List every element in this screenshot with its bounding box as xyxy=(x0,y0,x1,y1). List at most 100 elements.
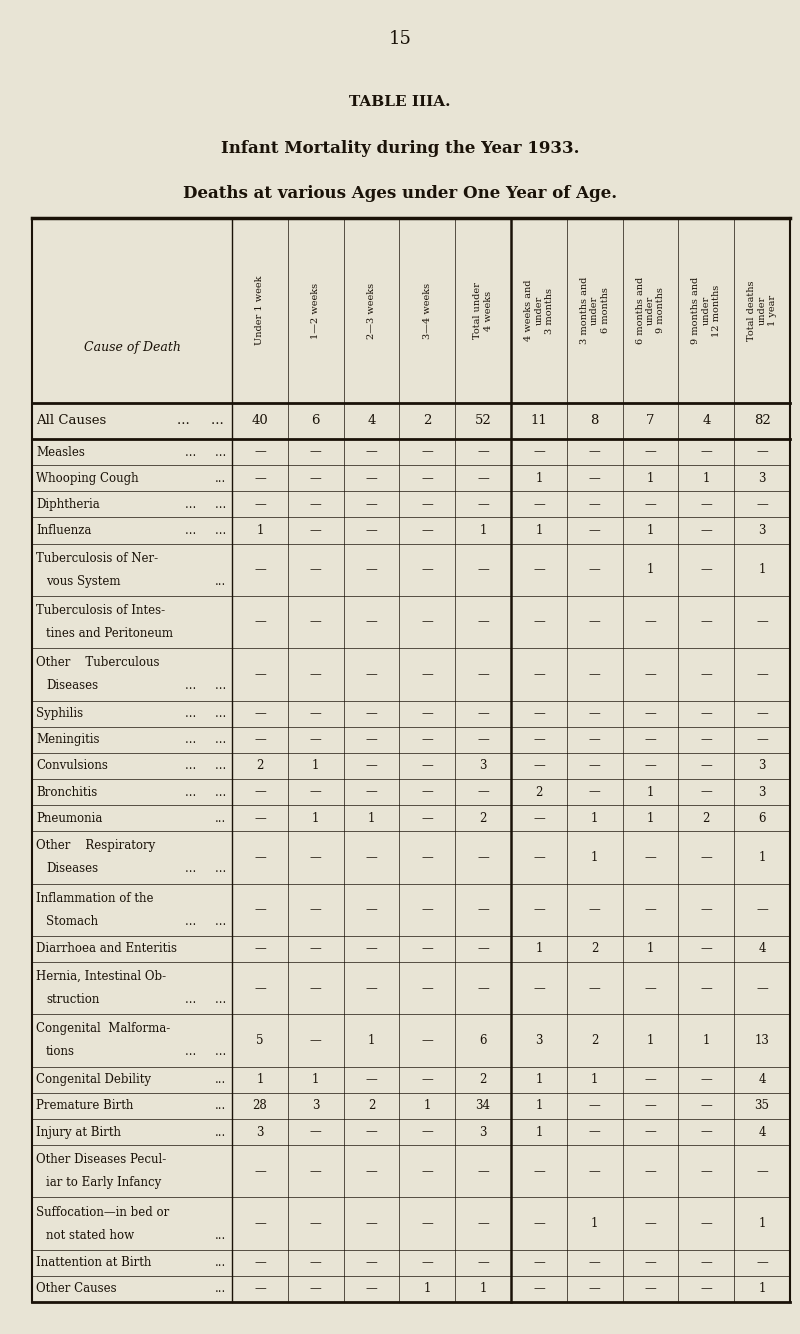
Text: —: — xyxy=(701,707,712,720)
Text: ...     ...: ... ... xyxy=(185,994,226,1006)
Text: 1: 1 xyxy=(647,563,654,576)
Text: Bronchitis: Bronchitis xyxy=(36,786,98,799)
Text: —: — xyxy=(254,903,266,916)
Text: —: — xyxy=(533,446,545,459)
Text: —: — xyxy=(254,851,266,864)
Text: 1: 1 xyxy=(647,524,654,538)
Text: ...     ...: ... ... xyxy=(185,759,226,772)
Text: —: — xyxy=(533,811,545,824)
Text: 4: 4 xyxy=(367,415,376,427)
Text: —: — xyxy=(254,942,266,955)
Text: —: — xyxy=(310,707,322,720)
Text: —: — xyxy=(645,903,656,916)
Text: 4: 4 xyxy=(758,942,766,955)
Text: 2: 2 xyxy=(423,415,431,427)
Text: 1: 1 xyxy=(535,1126,542,1138)
Text: ...     ...: ... ... xyxy=(185,679,226,692)
Text: —: — xyxy=(310,942,322,955)
Text: 1: 1 xyxy=(758,1217,766,1230)
Text: 2: 2 xyxy=(591,942,598,955)
Text: —: — xyxy=(422,903,433,916)
Text: —: — xyxy=(478,1165,489,1178)
Text: —: — xyxy=(756,1257,768,1269)
Text: —: — xyxy=(756,1165,768,1178)
Text: —: — xyxy=(589,982,601,995)
Text: Tuberculosis of Intes-: Tuberculosis of Intes- xyxy=(36,604,165,618)
Text: —: — xyxy=(701,615,712,628)
Text: —: — xyxy=(422,982,433,995)
Text: —: — xyxy=(701,942,712,955)
Text: —: — xyxy=(310,498,322,511)
Text: 1: 1 xyxy=(312,1074,319,1086)
Text: —: — xyxy=(756,707,768,720)
Text: ...     ...: ... ... xyxy=(185,446,226,459)
Text: 4: 4 xyxy=(702,415,710,427)
Text: 4: 4 xyxy=(758,1074,766,1086)
Text: —: — xyxy=(254,498,266,511)
Text: —: — xyxy=(645,1099,656,1113)
Text: 1: 1 xyxy=(758,851,766,864)
Text: —: — xyxy=(254,707,266,720)
Text: —: — xyxy=(254,446,266,459)
Text: 52: 52 xyxy=(474,415,491,427)
Text: —: — xyxy=(366,903,378,916)
Text: —: — xyxy=(310,668,322,680)
Text: ...     ...: ... ... xyxy=(185,786,226,799)
Text: 1: 1 xyxy=(368,1034,375,1047)
Text: 9 months and
under
12 months: 9 months and under 12 months xyxy=(691,277,722,344)
Text: 2: 2 xyxy=(479,811,486,824)
Text: 11: 11 xyxy=(530,415,547,427)
Text: —: — xyxy=(756,446,768,459)
Text: —: — xyxy=(422,1257,433,1269)
Text: —: — xyxy=(366,734,378,746)
Text: —: — xyxy=(310,1165,322,1178)
Text: —: — xyxy=(366,707,378,720)
Text: 1: 1 xyxy=(758,563,766,576)
Text: 1: 1 xyxy=(647,1034,654,1047)
Text: —: — xyxy=(589,668,601,680)
Text: —: — xyxy=(366,524,378,538)
Text: 3: 3 xyxy=(312,1099,319,1113)
Text: —: — xyxy=(756,982,768,995)
Text: —: — xyxy=(533,1165,545,1178)
Text: 2—3 weeks: 2—3 weeks xyxy=(367,283,376,339)
Text: —: — xyxy=(645,1257,656,1269)
Text: —: — xyxy=(589,707,601,720)
Text: —: — xyxy=(366,982,378,995)
Text: —: — xyxy=(645,1217,656,1230)
Text: —: — xyxy=(310,524,322,538)
Text: —: — xyxy=(478,1257,489,1269)
Text: 4 weeks and
under
3 months: 4 weeks and under 3 months xyxy=(524,280,554,342)
Text: Stomach: Stomach xyxy=(46,915,98,927)
Text: —: — xyxy=(366,786,378,799)
Text: —: — xyxy=(310,1282,322,1295)
Text: —: — xyxy=(254,1282,266,1295)
Text: ...     ...: ... ... xyxy=(185,1046,226,1058)
Text: ...: ... xyxy=(214,811,226,824)
Text: ...     ...: ... ... xyxy=(185,524,226,538)
Text: —: — xyxy=(533,1282,545,1295)
Text: —: — xyxy=(589,1165,601,1178)
Text: —: — xyxy=(701,1165,712,1178)
Text: Congenital  Malforma-: Congenital Malforma- xyxy=(36,1022,170,1035)
Text: Deaths at various Ages under One Year of Age.: Deaths at various Ages under One Year of… xyxy=(183,185,617,201)
Text: —: — xyxy=(366,759,378,772)
Text: —: — xyxy=(366,1257,378,1269)
Text: —: — xyxy=(478,707,489,720)
Text: —: — xyxy=(589,1099,601,1113)
Text: —: — xyxy=(756,903,768,916)
Text: —: — xyxy=(533,734,545,746)
Text: 3: 3 xyxy=(758,524,766,538)
Text: —: — xyxy=(589,903,601,916)
Text: —: — xyxy=(756,615,768,628)
Text: —: — xyxy=(422,446,433,459)
Text: —: — xyxy=(701,734,712,746)
Text: 1: 1 xyxy=(591,851,598,864)
Text: —: — xyxy=(422,1034,433,1047)
Text: Cause of Death: Cause of Death xyxy=(83,342,181,355)
Text: Syphilis: Syphilis xyxy=(36,707,83,720)
Text: —: — xyxy=(422,734,433,746)
Text: —: — xyxy=(701,563,712,576)
Text: —: — xyxy=(701,982,712,995)
Text: —: — xyxy=(422,1074,433,1086)
